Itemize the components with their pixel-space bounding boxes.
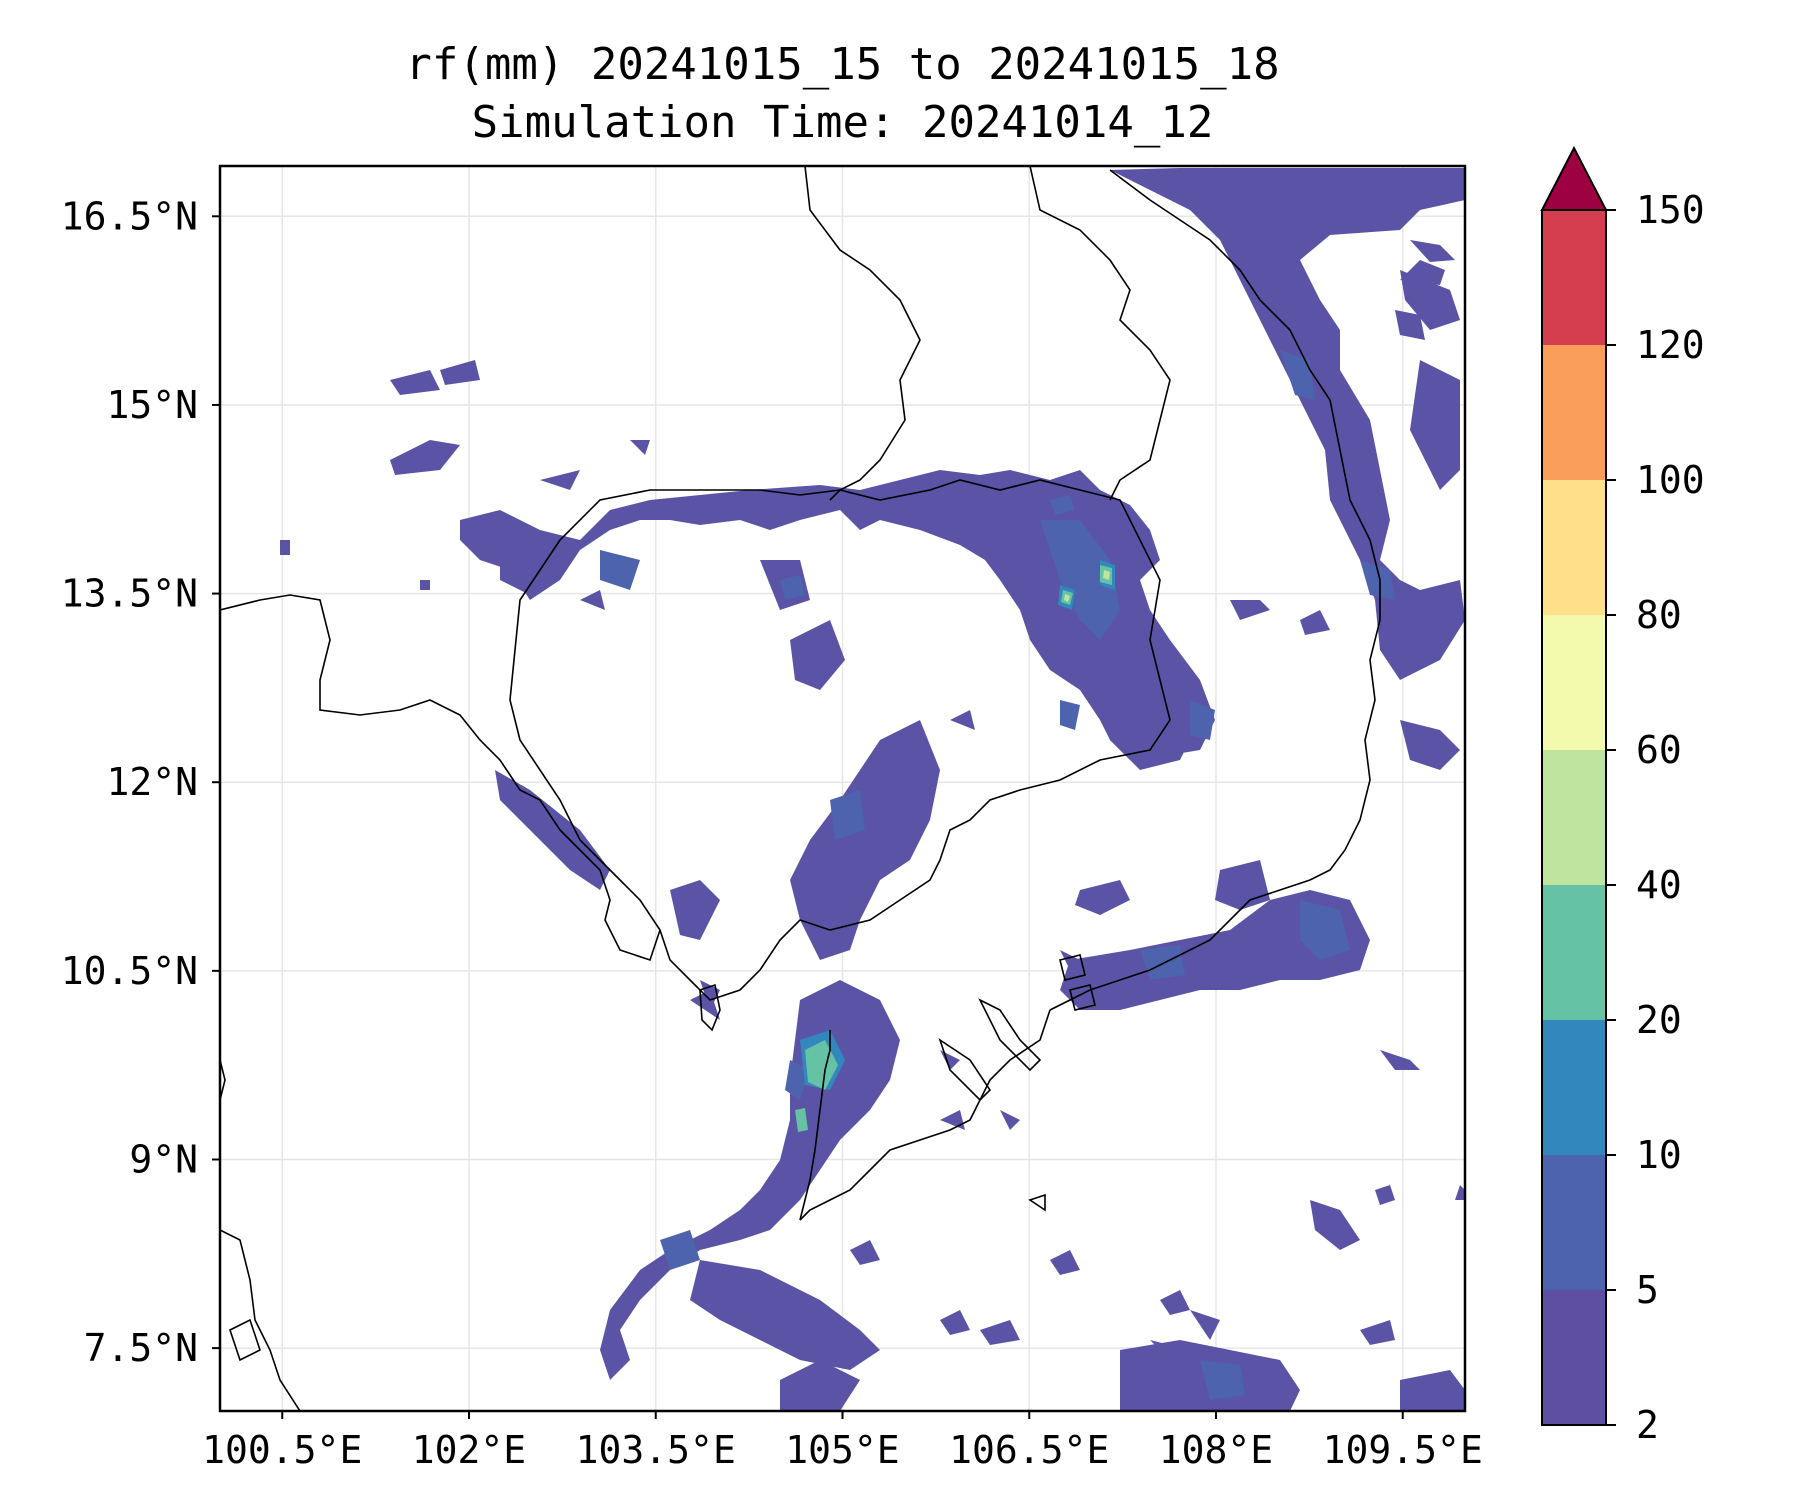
rainfall-contour-moderate [600,350,1395,1400]
map-area [218,164,1467,1413]
colorbar-label: 150 [1636,188,1705,232]
colorbar-label: 40 [1636,863,1682,907]
y-axis-ticks: 7.5°N 9°N 10.5°N 12°N 13.5°N 15°N 16.5°N [61,194,220,1370]
y-tick-label: 16.5°N [61,194,198,238]
x-tick-label: 106.5°E [949,1428,1109,1472]
y-tick-label: 9°N [129,1137,198,1181]
colorbar: 2 5 10 20 40 60 80 100 120 150 [1540,145,1705,1447]
map-title: rf(mm) 20241015_15 to 20241015_18 [405,39,1280,90]
colorbar-segment [1542,1290,1606,1425]
y-tick-label: 10.5°N [61,949,198,993]
colorbar-label: 2 [1636,1403,1659,1447]
colorbar-segment [1542,480,1606,615]
colorbar-label: 20 [1636,998,1682,1042]
x-tick-label: 103.5°E [576,1428,736,1472]
colorbar-segment [1542,345,1606,480]
colorbar-label: 100 [1636,458,1705,502]
x-tick-label: 109.5°E [1323,1428,1483,1472]
x-axis-ticks: 100.5°E 102°E 103.5°E 105°E 106.5°E 108°E 109.… [202,1411,1483,1472]
y-tick-label: 13.5°N [61,572,198,616]
rainfall-field [220,166,1465,1411]
x-tick-label: 100.5°E [202,1428,362,1472]
colorbar-segment [1542,885,1606,1020]
y-tick-label: 15°N [106,383,198,427]
colorbar-segment [1542,615,1606,750]
colorbar-label: 10 [1636,1133,1682,1177]
colorbar-segment [1542,750,1606,885]
colorbar-label: 5 [1636,1268,1659,1312]
colorbar-label: 60 [1636,728,1682,772]
map-subtitle: Simulation Time: 20241014_12 [471,97,1214,148]
x-tick-label: 102°E [412,1428,526,1472]
x-tick-label: 108°E [1159,1428,1273,1472]
colorbar-frame [1541,209,1607,1426]
y-tick-label: 12°N [106,760,198,804]
borders-coastlines [220,166,1381,1411]
y-tick-label: 7.5°N [84,1326,198,1370]
colorbar-label: 80 [1636,593,1682,637]
colorbar-segment [1542,210,1606,345]
colorbar-segment [1542,1155,1606,1290]
colorbar-segment [1542,1020,1606,1155]
colorbar-label: 120 [1636,323,1705,367]
rainfall-contour-peak [1064,570,1110,602]
x-tick-label: 105°E [785,1428,899,1472]
colorbar-extend-arrow [1540,145,1608,211]
